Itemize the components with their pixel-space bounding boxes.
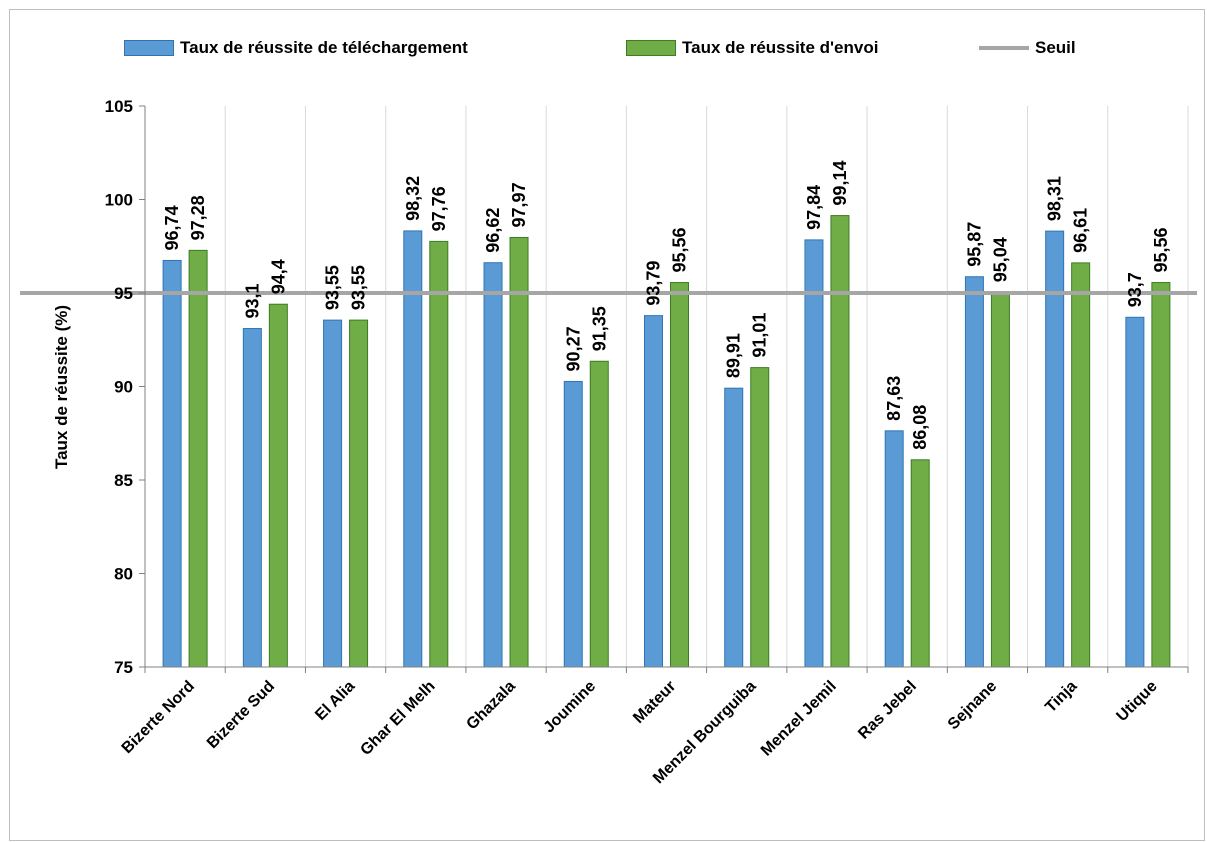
- bar-download: [242, 328, 262, 668]
- value-label-send: 99,14: [830, 161, 850, 206]
- y-tick-label: 100: [105, 191, 133, 210]
- bar-download: [563, 380, 583, 668]
- value-label-download: 89,91: [724, 333, 744, 378]
- value-label-download: 95,87: [964, 222, 984, 267]
- value-label-download: 93,1: [242, 283, 262, 318]
- value-label-send: 95,56: [1151, 227, 1171, 272]
- value-label-download: 97,84: [804, 185, 824, 230]
- bar-send: [188, 249, 208, 668]
- bar-send: [990, 291, 1010, 668]
- bar-download: [323, 319, 343, 668]
- bar-download: [1125, 316, 1145, 668]
- value-label-download: 87,63: [884, 376, 904, 421]
- value-label-download: 96,74: [162, 205, 182, 250]
- y-tick-label: 75: [114, 658, 133, 677]
- y-tick-label: 105: [105, 97, 133, 116]
- value-label-send: 91,01: [750, 313, 770, 358]
- category-label: Joumine: [541, 678, 600, 737]
- bar-send: [349, 319, 369, 668]
- value-label-send: 97,76: [429, 186, 449, 231]
- y-tick-label: 85: [114, 471, 133, 490]
- value-label-send: 91,35: [589, 306, 609, 351]
- legend-swatch-send: [626, 40, 676, 56]
- category-label: Bizerte Sud: [204, 678, 278, 752]
- category-label: Sejnane: [945, 678, 1000, 733]
- value-label-send: 86,08: [910, 405, 930, 450]
- legend-item-send: Taux de réussite d'envoi: [626, 33, 878, 63]
- bar-download: [804, 239, 824, 668]
- bar-send: [750, 367, 770, 668]
- bar-send: [910, 459, 930, 668]
- y-tick-label: 95: [114, 284, 133, 303]
- bar-send: [1151, 282, 1171, 668]
- value-label-send: 97,28: [188, 195, 208, 240]
- value-label-send: 97,97: [509, 182, 529, 227]
- legend-item-download: Taux de réussite de téléchargement: [124, 33, 468, 63]
- bar-send: [429, 240, 449, 668]
- bar-send: [1071, 262, 1091, 668]
- value-label-send: 94,4: [268, 259, 288, 294]
- value-label-download: 90,27: [563, 326, 583, 371]
- bar-download: [483, 262, 503, 668]
- value-label-download: 93,7: [1125, 272, 1145, 307]
- bar-download: [1045, 230, 1065, 668]
- value-label-send: 96,61: [1071, 208, 1091, 253]
- bar-download: [884, 430, 904, 668]
- bar-download: [964, 276, 984, 668]
- category-label: Ghazala: [463, 678, 518, 733]
- category-label: Tinja: [1042, 678, 1080, 716]
- bar-send: [509, 236, 529, 668]
- legend-item-threshold: Seuil: [979, 33, 1076, 63]
- legend-swatch-threshold: [979, 46, 1029, 50]
- category-label: Menzel Jemil: [758, 678, 840, 760]
- bar-download: [724, 387, 744, 668]
- value-label-send: 95,04: [990, 237, 1010, 282]
- bar-send: [268, 303, 288, 668]
- value-label-send: 93,55: [349, 265, 369, 310]
- legend-label-threshold: Seuil: [1035, 38, 1076, 57]
- value-label-download: 93,79: [644, 261, 664, 306]
- y-tick-label: 80: [114, 565, 133, 584]
- value-label-download: 96,62: [483, 208, 503, 253]
- legend: Taux de réussite de téléchargement Taux …: [0, 33, 1207, 63]
- legend-label-download: Taux de réussite de téléchargement: [180, 38, 468, 57]
- value-label-download: 93,55: [323, 265, 343, 310]
- bar-send: [670, 282, 689, 668]
- category-label: Ghar El Melh: [357, 678, 438, 759]
- bar-send: [830, 215, 850, 668]
- legend-label-send: Taux de réussite d'envoi: [682, 38, 879, 57]
- category-label: El Alia: [312, 678, 358, 724]
- bar-send: [589, 360, 609, 668]
- category-label: Mateur: [630, 678, 679, 727]
- category-label: Utique: [1113, 678, 1160, 725]
- y-axis-title: Taux de réussite (%): [52, 305, 71, 469]
- category-label: Bizerte Nord: [119, 678, 198, 757]
- bar-download: [644, 315, 663, 668]
- value-label-download: 98,32: [403, 176, 423, 221]
- y-tick-label: 90: [114, 378, 133, 397]
- value-label-send: 95,56: [670, 227, 690, 272]
- legend-swatch-download: [124, 40, 174, 56]
- bar-download: [403, 230, 423, 668]
- bar-download: [162, 259, 182, 668]
- value-label-download: 98,31: [1045, 176, 1065, 221]
- category-label: Ras Jebel: [855, 678, 920, 743]
